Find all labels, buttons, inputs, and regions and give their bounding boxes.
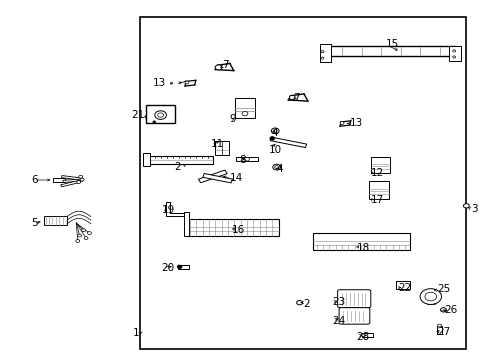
Text: 24: 24 <box>331 316 345 325</box>
Text: 26: 26 <box>444 305 457 315</box>
Bar <box>198 170 227 183</box>
Text: 8: 8 <box>239 155 246 165</box>
Text: 7: 7 <box>222 60 229 70</box>
Circle shape <box>273 130 277 132</box>
Text: 4: 4 <box>276 164 282 174</box>
Circle shape <box>419 289 441 305</box>
FancyBboxPatch shape <box>338 308 369 324</box>
Bar <box>448 46 461 61</box>
Circle shape <box>321 50 324 53</box>
Text: 27: 27 <box>436 327 449 337</box>
Bar <box>370 157 389 173</box>
Text: 23: 23 <box>331 297 345 307</box>
Bar <box>269 137 306 148</box>
Circle shape <box>177 265 182 269</box>
Text: 13: 13 <box>153 78 166 88</box>
Text: 21: 21 <box>131 111 144 121</box>
Circle shape <box>158 113 163 117</box>
Circle shape <box>244 157 249 161</box>
Circle shape <box>274 166 278 168</box>
Text: 16: 16 <box>232 225 245 235</box>
Circle shape <box>271 128 279 134</box>
Bar <box>395 282 409 289</box>
Circle shape <box>153 121 156 123</box>
Circle shape <box>80 178 84 181</box>
Circle shape <box>463 204 468 208</box>
Text: 17: 17 <box>370 195 384 205</box>
Text: 5: 5 <box>31 218 38 228</box>
Bar <box>361 333 372 337</box>
Text: 18: 18 <box>356 243 369 253</box>
Bar <box>147 156 212 164</box>
Text: 10: 10 <box>268 144 282 154</box>
Circle shape <box>361 333 365 336</box>
Text: 20: 20 <box>161 263 174 273</box>
Bar <box>215 140 228 155</box>
Text: 14: 14 <box>229 173 243 183</box>
Circle shape <box>321 57 324 59</box>
Text: 11: 11 <box>210 139 223 149</box>
Bar <box>61 176 81 180</box>
Bar <box>53 178 65 182</box>
Circle shape <box>215 65 222 70</box>
Text: 2: 2 <box>303 299 309 309</box>
Circle shape <box>78 234 81 237</box>
Text: 7: 7 <box>293 93 299 103</box>
Bar <box>436 326 441 334</box>
Circle shape <box>296 301 302 305</box>
Text: 4: 4 <box>271 129 277 138</box>
Circle shape <box>84 237 88 239</box>
Circle shape <box>77 181 81 184</box>
Text: 1: 1 <box>133 328 140 338</box>
Bar <box>61 180 80 187</box>
Circle shape <box>81 229 85 231</box>
Text: 3: 3 <box>470 204 477 214</box>
Text: 22: 22 <box>397 283 410 293</box>
FancyBboxPatch shape <box>337 290 370 308</box>
Circle shape <box>424 292 436 301</box>
Circle shape <box>437 324 441 327</box>
Text: 25: 25 <box>436 284 449 294</box>
Circle shape <box>272 164 280 170</box>
Circle shape <box>452 56 455 58</box>
Text: 6: 6 <box>31 175 38 185</box>
Bar <box>183 212 189 235</box>
Circle shape <box>440 308 446 312</box>
Text: 19: 19 <box>161 206 175 216</box>
Circle shape <box>242 112 247 116</box>
Bar <box>320 44 330 62</box>
Bar <box>312 233 409 250</box>
Bar <box>178 265 188 269</box>
Text: 15: 15 <box>385 39 398 49</box>
Bar <box>236 157 257 161</box>
Bar <box>368 181 388 199</box>
Bar <box>203 174 232 183</box>
Text: 2: 2 <box>174 162 181 172</box>
Circle shape <box>269 136 274 140</box>
Circle shape <box>452 50 455 52</box>
Polygon shape <box>166 202 183 216</box>
Circle shape <box>79 175 82 178</box>
Text: 28: 28 <box>356 332 369 342</box>
Bar <box>140 17 466 348</box>
Circle shape <box>76 239 80 242</box>
Bar <box>63 179 82 183</box>
Circle shape <box>87 231 91 234</box>
Bar <box>185 220 278 235</box>
Circle shape <box>155 111 166 120</box>
Bar <box>234 98 255 118</box>
Circle shape <box>184 81 188 84</box>
Circle shape <box>289 95 295 100</box>
Text: 12: 12 <box>370 168 384 178</box>
Text: 9: 9 <box>229 114 236 124</box>
Bar <box>143 153 150 166</box>
Bar <box>43 216 67 225</box>
Bar <box>146 105 175 123</box>
Circle shape <box>339 122 343 125</box>
Text: 13: 13 <box>348 118 362 128</box>
